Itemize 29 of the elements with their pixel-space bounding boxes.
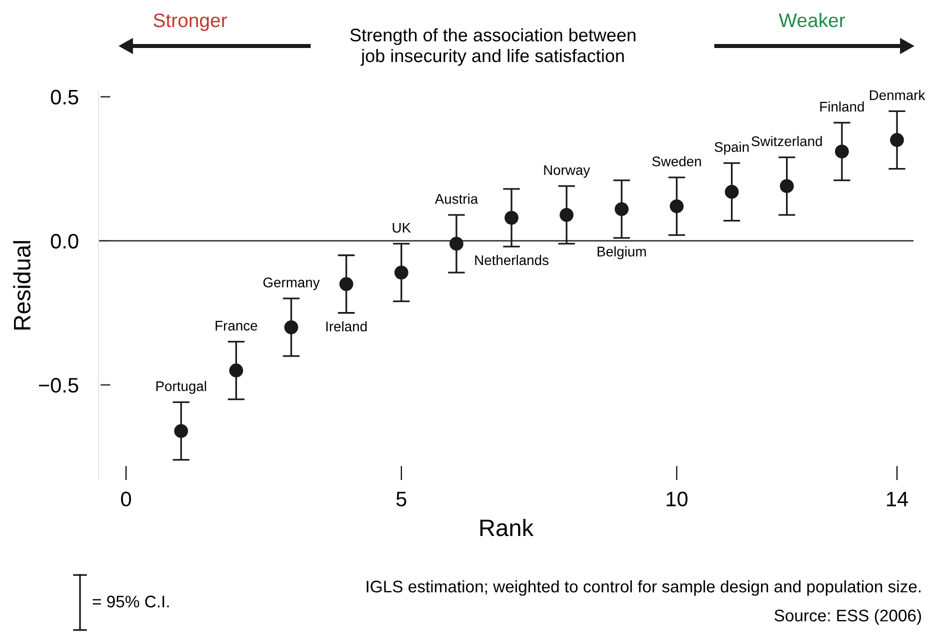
y-tick-label: −0.5 [38, 378, 78, 393]
annotation: UK [392, 222, 411, 233]
x-tick-label: 14 [886, 492, 908, 506]
annotation: Finland [820, 101, 864, 112]
annotation: Portugal [156, 380, 206, 394]
annotation: Norway [544, 165, 590, 178]
annotation: Germany [263, 278, 320, 290]
y-tick-label: 0.0 [50, 234, 78, 249]
annotation: Denmark [870, 90, 926, 100]
text: Stronger [154, 13, 227, 32]
text: Weaker [778, 12, 846, 28]
annotation: France [216, 320, 258, 331]
annotation: Sweden [652, 156, 701, 166]
annotation: Switzerland [752, 136, 822, 146]
x-tick-label: 0 [121, 492, 132, 506]
text: = 95% C.I. [92, 596, 169, 608]
annotation: Netherlands [475, 254, 548, 266]
annotation: Austria [434, 194, 478, 204]
x-tick-label: 5 [396, 492, 406, 506]
text: Strength of the association between job insecurity and life satisfaction [350, 28, 636, 66]
annotation: Belgium [598, 246, 646, 260]
annotation: Ireland [326, 321, 367, 332]
x-axis-title: Rank [480, 518, 534, 536]
source-note: Source: ESS (2006) [774, 609, 921, 625]
annotation: Spain [714, 142, 749, 155]
y-axis-title: Residual [13, 241, 30, 330]
y-tick-label: 0.5 [50, 90, 78, 105]
text: IGLS estimation; weighted to control for sample design and population size. [366, 580, 921, 596]
x-tick-label: 10 [666, 492, 688, 506]
